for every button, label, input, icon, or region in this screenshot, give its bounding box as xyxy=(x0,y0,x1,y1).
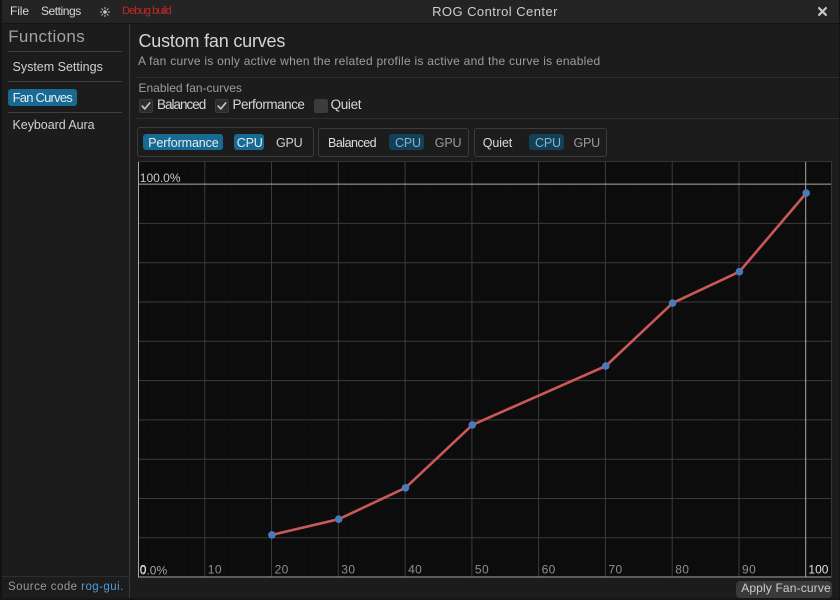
svg-text:10: 10 xyxy=(208,563,222,577)
svg-text:50: 50 xyxy=(475,563,489,577)
svg-text:40: 40 xyxy=(408,563,422,577)
svg-text:0.0%: 0.0% xyxy=(140,563,168,577)
svg-text:30: 30 xyxy=(341,563,355,577)
svg-text:90: 90 xyxy=(742,563,756,577)
svg-text:0: 0 xyxy=(140,563,147,577)
svg-text:100: 100 xyxy=(808,563,828,577)
svg-text:70: 70 xyxy=(608,563,622,577)
svg-text:20: 20 xyxy=(275,563,289,577)
svg-text:80: 80 xyxy=(675,563,689,577)
svg-text:60: 60 xyxy=(542,563,556,577)
svg-text:100.0%: 100.0% xyxy=(140,171,181,185)
